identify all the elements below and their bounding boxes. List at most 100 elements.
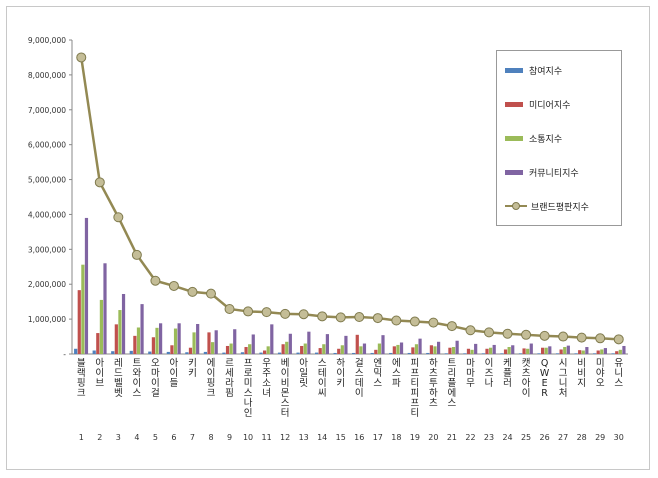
bar bbox=[203, 351, 207, 354]
line-point bbox=[576, 332, 587, 343]
y-tick-label: 1,000,000 bbox=[28, 315, 66, 324]
line-point bbox=[484, 327, 494, 338]
bar bbox=[151, 337, 155, 354]
line-point bbox=[502, 328, 513, 339]
bar bbox=[574, 353, 578, 354]
bar bbox=[103, 263, 107, 354]
bar bbox=[92, 350, 96, 354]
bar bbox=[615, 351, 619, 354]
bar bbox=[114, 324, 118, 354]
bar bbox=[136, 327, 141, 354]
line-point bbox=[595, 333, 606, 344]
bar bbox=[340, 345, 344, 354]
bar bbox=[396, 344, 400, 354]
bar bbox=[433, 346, 437, 354]
bar bbox=[263, 350, 267, 354]
y-tick-label: 6,000,000 bbox=[28, 141, 66, 150]
bar bbox=[81, 264, 85, 354]
y-tick-label: 5,000,000 bbox=[28, 176, 66, 185]
x-rank-label: 25 bbox=[521, 433, 531, 442]
bar bbox=[437, 341, 441, 354]
bar bbox=[511, 345, 515, 354]
x-rank-label: 6 bbox=[171, 433, 176, 442]
line-point bbox=[335, 312, 346, 323]
bar bbox=[281, 344, 285, 354]
bar bbox=[170, 345, 174, 354]
bar bbox=[581, 350, 585, 354]
line-point bbox=[298, 309, 309, 320]
x-rank-label: 24 bbox=[502, 433, 512, 442]
bar bbox=[381, 335, 385, 354]
bar bbox=[537, 353, 541, 354]
legend-swatch-communication bbox=[505, 135, 523, 141]
y-tick-label: 8,000,000 bbox=[28, 71, 66, 80]
line-point bbox=[521, 329, 532, 340]
bar bbox=[518, 353, 523, 354]
x-rank-label: 16 bbox=[354, 433, 364, 442]
x-rank-label: 22 bbox=[465, 433, 475, 442]
bar bbox=[300, 345, 304, 354]
bar bbox=[325, 334, 329, 354]
x-rank-label: 5 bbox=[153, 433, 158, 442]
bar bbox=[559, 349, 563, 354]
x-rank-label: 1 bbox=[79, 433, 84, 442]
bar bbox=[84, 217, 89, 354]
legend-item-participation: 참여지수 bbox=[505, 62, 562, 78]
bar bbox=[526, 348, 530, 354]
bar bbox=[618, 349, 622, 354]
bar bbox=[192, 332, 196, 354]
x-rank-label: 2 bbox=[97, 433, 102, 442]
bar bbox=[307, 331, 311, 354]
bar bbox=[96, 333, 100, 354]
line-point bbox=[465, 325, 476, 336]
line-point bbox=[539, 330, 550, 341]
legend-item-community: 커뮤니티지수 bbox=[505, 164, 579, 180]
bar bbox=[585, 347, 589, 354]
bar bbox=[240, 352, 245, 354]
line-point bbox=[187, 286, 198, 297]
bar bbox=[155, 327, 159, 354]
bar bbox=[470, 349, 474, 354]
bar bbox=[233, 329, 237, 354]
bar bbox=[148, 351, 152, 354]
bar bbox=[362, 343, 367, 354]
x-rank-label: 4 bbox=[134, 433, 139, 442]
legend-line-marker bbox=[505, 201, 527, 211]
x-rank-label: 9 bbox=[227, 433, 232, 442]
bar bbox=[374, 349, 378, 354]
line-point bbox=[168, 280, 179, 291]
bar bbox=[111, 351, 115, 354]
x-rank-label: 30 bbox=[614, 433, 624, 442]
x-rank-label: 15 bbox=[336, 433, 346, 442]
line-point bbox=[317, 311, 328, 322]
bar bbox=[611, 353, 615, 354]
bar bbox=[222, 352, 226, 354]
legend-swatch-participation bbox=[505, 67, 523, 73]
bar bbox=[555, 353, 560, 354]
bar bbox=[529, 343, 533, 354]
bar bbox=[225, 345, 230, 354]
bar bbox=[352, 352, 356, 354]
x-rank-label: 28 bbox=[577, 433, 587, 442]
bar bbox=[463, 353, 467, 354]
bar bbox=[541, 347, 545, 354]
line-point bbox=[243, 306, 254, 317]
bar bbox=[248, 344, 252, 354]
legend-item-brand-reputation: 브랜드평판지수 bbox=[505, 198, 589, 214]
bar bbox=[578, 350, 582, 354]
bar bbox=[507, 347, 511, 354]
